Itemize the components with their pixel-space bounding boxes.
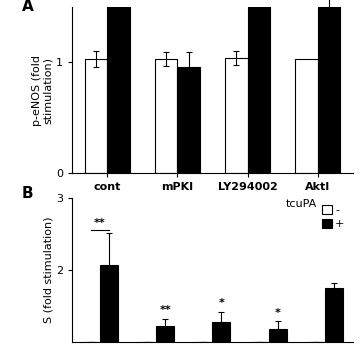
Bar [107,0,130,173]
Text: tcuPA: tcuPA [285,199,317,210]
Bar [156,326,174,360]
Bar [212,322,230,360]
Y-axis label: S (fold stimulation): S (fold stimulation) [43,217,53,323]
Bar [138,342,156,360]
Legend: -, +: -, + [322,205,345,229]
Bar [85,59,107,173]
Bar [82,342,100,360]
Bar [307,342,325,360]
Bar [194,342,212,360]
Bar [251,342,269,360]
Y-axis label: p-eNOS (fold
stimulation): p-eNOS (fold stimulation) [32,54,53,126]
Bar [100,265,118,360]
Bar [269,329,287,360]
Bar [155,59,177,173]
Text: **: ** [94,217,106,228]
Text: A: A [22,0,33,14]
Bar [225,58,248,173]
Text: **: ** [159,305,171,315]
Text: *: * [219,298,224,308]
Text: *: * [275,307,280,318]
Bar [248,0,270,173]
Text: B: B [22,186,33,202]
Bar [295,59,318,173]
Bar [325,288,343,360]
Bar [318,0,340,173]
Bar [177,67,200,173]
